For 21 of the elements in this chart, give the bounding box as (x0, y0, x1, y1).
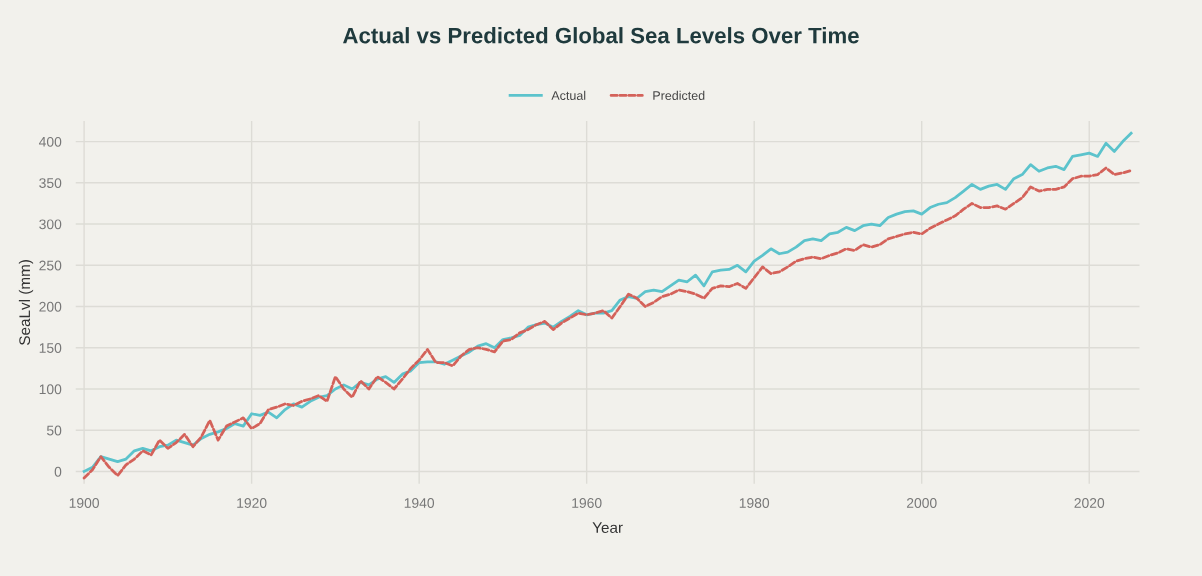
x-tick-label: 1960 (572, 498, 602, 508)
y-tick-label: 250 (39, 260, 62, 271)
y-tick-label: 200 (39, 301, 62, 312)
y-axis-title: SeaLvl (mm) (18, 260, 34, 345)
y-tick-label: 300 (39, 219, 62, 230)
y-tick-label: 150 (39, 343, 62, 353)
y-tick-label: 400 (38, 136, 62, 147)
chart-title: Actual vs Predicted Global Sea Levels Over Time (343, 27, 859, 44)
legend-label: Predicted (653, 90, 705, 100)
x-axis-title: Year (592, 522, 623, 534)
y-tick-label: 0 (54, 466, 62, 477)
x-tick-label: 2020 (1074, 498, 1105, 508)
x-tick-label: 1940 (404, 498, 435, 508)
y-tick-label: 100 (39, 384, 62, 395)
y-tick-label: 350 (39, 178, 62, 188)
x-tick-label: 1920 (237, 498, 267, 508)
x-tick-label: 1900 (69, 498, 100, 508)
x-tick-label: 2000 (906, 498, 937, 508)
x-tick-label: 1980 (739, 498, 770, 508)
legend-label: Actual (551, 90, 586, 100)
y-tick-label: 50 (46, 425, 62, 436)
